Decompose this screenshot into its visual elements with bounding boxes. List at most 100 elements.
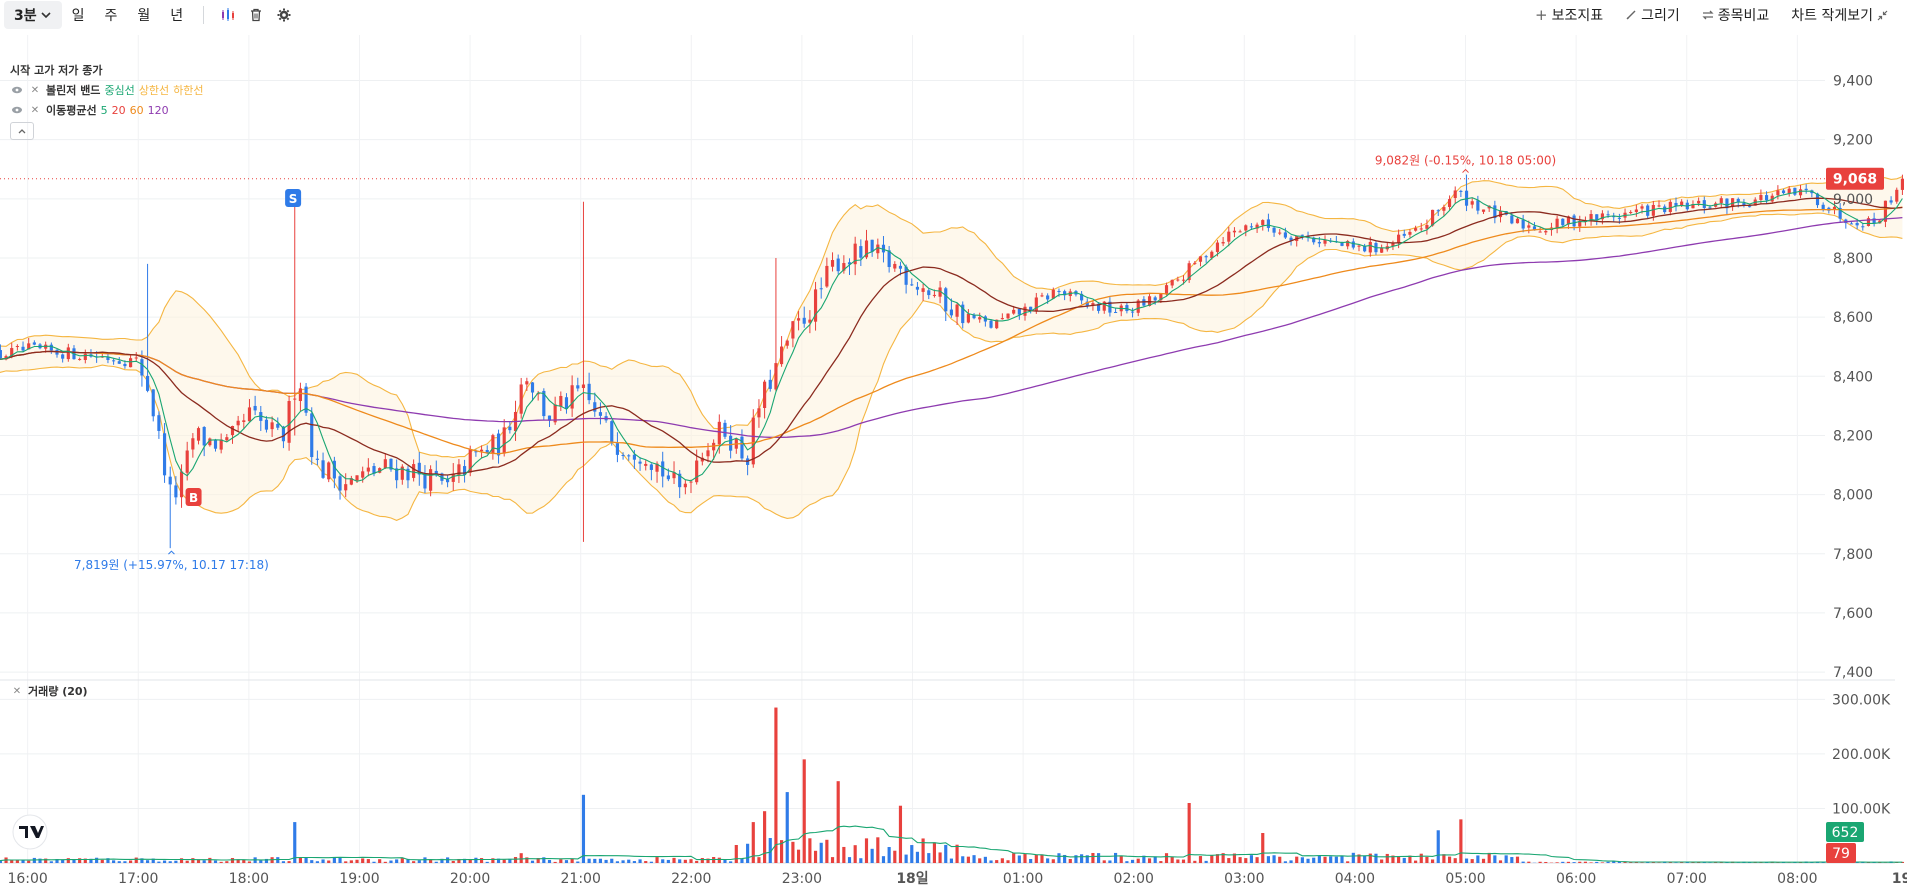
- candle-body: [910, 284, 914, 286]
- volume-bar: [1283, 861, 1287, 863]
- volume-bar: [72, 859, 76, 863]
- candle-body: [1040, 295, 1044, 297]
- timeframe-year-button[interactable]: 년: [170, 8, 184, 24]
- shrink-chart-button[interactable]: 차트 작게보기: [1780, 1, 1899, 29]
- bollinger-band-fill: [0, 175, 1903, 521]
- candle-body: [672, 472, 676, 479]
- candle-body: [1719, 198, 1723, 203]
- candle-body: [689, 481, 693, 483]
- volume-bar: [536, 858, 540, 863]
- volume-bar: [349, 860, 353, 863]
- close-icon[interactable]: ✕: [12, 685, 22, 697]
- volume-bar: [1176, 859, 1180, 863]
- volume-bar: [361, 858, 365, 863]
- volume-bar: [372, 861, 376, 863]
- drawing-button[interactable]: 그리기: [1614, 1, 1691, 29]
- candle-body: [1776, 190, 1780, 196]
- tradingview-logo-icon: [12, 814, 48, 850]
- candle-body: [1493, 205, 1497, 219]
- candle-body: [695, 460, 699, 483]
- timeframe-day-button[interactable]: 일: [71, 8, 85, 24]
- indicator-button[interactable]: + 보조지표: [1524, 1, 1614, 29]
- volume-bar: [502, 859, 506, 863]
- candle-body: [791, 321, 795, 339]
- time-tick-label: 22:00: [671, 871, 711, 887]
- volume-bar: [1057, 853, 1061, 863]
- volume-bar: [78, 858, 82, 863]
- volume-bar: [1900, 861, 1905, 863]
- volume-bar: [496, 858, 501, 863]
- candle-body: [1708, 207, 1712, 209]
- volume-bar: [887, 847, 891, 863]
- candle-body: [1680, 201, 1684, 205]
- candle-body: [700, 457, 704, 462]
- candle-body: [434, 470, 438, 476]
- volume-bar: [1317, 855, 1321, 863]
- gear-icon[interactable]: [270, 1, 298, 29]
- candle-body: [593, 402, 597, 412]
- candle-body: [1804, 188, 1808, 191]
- candle-body: [1617, 217, 1621, 219]
- volume-bar: [134, 857, 138, 863]
- candle-body: [236, 420, 240, 426]
- volume-bar: [915, 851, 920, 863]
- legend-collapse-button[interactable]: [10, 122, 34, 140]
- candle-body: [1232, 230, 1237, 233]
- current-price-badge-label: 9,068: [1833, 172, 1877, 188]
- candle-type-icon[interactable]: [214, 1, 242, 29]
- volume-bar: [1210, 855, 1214, 863]
- volume-bar: [1566, 861, 1571, 863]
- volume-bar: [717, 857, 721, 863]
- close-icon[interactable]: ✕: [30, 104, 40, 116]
- volume-bar: [1125, 861, 1129, 863]
- volume-bar: [1481, 858, 1486, 863]
- candle-body: [468, 449, 472, 473]
- close-icon[interactable]: ✕: [30, 84, 40, 96]
- volume-bar: [525, 857, 529, 863]
- volume-bar: [474, 857, 478, 863]
- chevron-down-icon: [41, 12, 51, 19]
- candle-body: [921, 288, 925, 292]
- candle-body: [1204, 256, 1208, 258]
- ma5-line: [0, 190, 1903, 482]
- candle-body: [944, 288, 948, 312]
- volume-bar: [1029, 858, 1033, 863]
- timeframe-week-button[interactable]: 주: [104, 8, 118, 24]
- volume-bar: [213, 860, 218, 863]
- candle-body: [1515, 218, 1520, 224]
- candle-body: [321, 460, 325, 478]
- candle-body: [1261, 220, 1265, 226]
- compare-button[interactable]: 종목비교: [1691, 1, 1781, 29]
- sell-marker-label: S: [289, 192, 298, 206]
- eye-icon[interactable]: [10, 83, 24, 97]
- candle-body: [1855, 222, 1859, 226]
- candle-body: [813, 289, 818, 322]
- time-tick-label: 17:00: [118, 871, 158, 887]
- trash-icon[interactable]: [242, 1, 270, 29]
- time-tick-label: 01:00: [1003, 871, 1043, 887]
- timeframe-month-button[interactable]: 월: [137, 8, 151, 24]
- shrink-chart-button-label: 차트 작게보기: [1791, 8, 1873, 24]
- shrink-icon: [1877, 10, 1888, 20]
- volume-bar: [796, 849, 801, 863]
- eye-icon[interactable]: [10, 103, 24, 117]
- volume-bar: [327, 860, 331, 863]
- candle-body: [496, 433, 501, 456]
- candle-body: [1187, 263, 1191, 281]
- candle-body: [1470, 201, 1474, 205]
- candle-body: [1521, 219, 1525, 229]
- candle-body: [485, 450, 489, 454]
- candle-body: [247, 407, 252, 422]
- candle-body: [1425, 225, 1429, 229]
- price-tick-label: 8,600: [1833, 310, 1873, 326]
- candle-body: [785, 340, 789, 346]
- volume-bars: [0, 707, 1905, 863]
- candle-body: [1674, 202, 1678, 206]
- volume-bar: [462, 858, 467, 863]
- volume-bar: [587, 858, 591, 863]
- candle-body: [661, 461, 665, 477]
- timeframe-3min-button[interactable]: 3분: [4, 1, 62, 29]
- candle-body: [1657, 205, 1661, 207]
- volume-bar: [1255, 857, 1259, 863]
